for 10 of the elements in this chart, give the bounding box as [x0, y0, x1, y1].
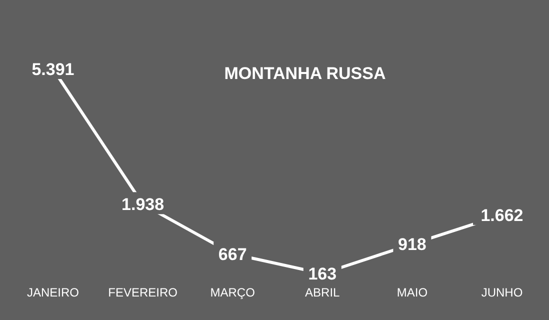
data-label: 1.662: [480, 206, 524, 225]
x-tick-label: MARÇO: [210, 286, 255, 300]
x-tick-label: FEVEREIRO: [108, 286, 178, 300]
x-tick-label: ABRIL: [305, 286, 340, 300]
x-tick-label: MAIO: [396, 286, 428, 300]
x-tick-label: JANEIRO: [26, 286, 80, 300]
data-label: 1.938: [122, 195, 164, 214]
chart-title: MONTANHA RUSSA: [223, 64, 387, 84]
data-label: 5.391: [32, 60, 74, 79]
x-tick-label: JUNHO: [481, 286, 523, 300]
